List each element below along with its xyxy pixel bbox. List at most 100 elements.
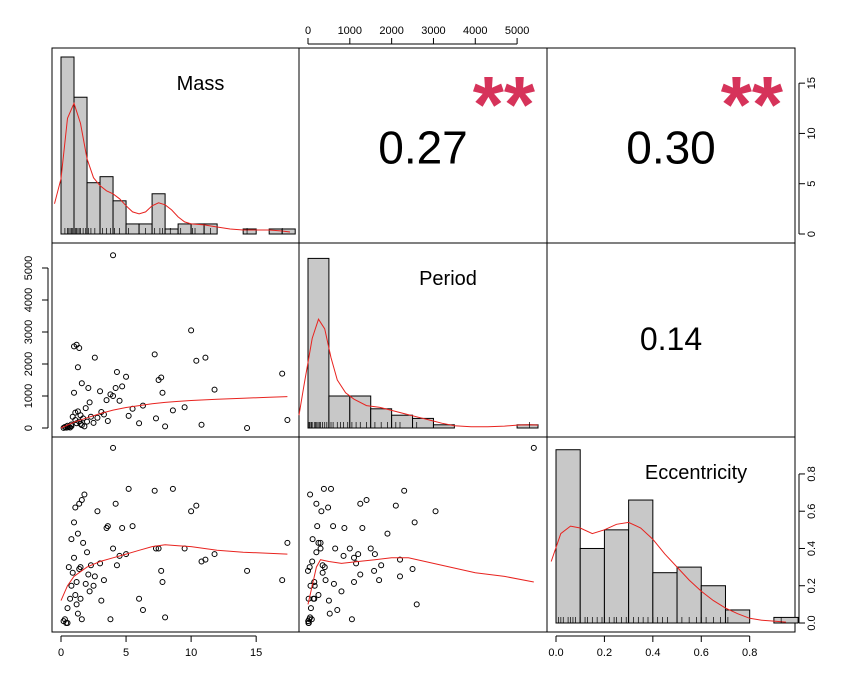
- y-tick-label: 0: [806, 231, 818, 237]
- x-tick-label: 4000: [463, 25, 487, 37]
- scatter-point: [78, 616, 85, 623]
- hist-bar-mass: [60, 56, 75, 235]
- scatter-point: [97, 388, 104, 395]
- x-tick-label: 0.0: [548, 647, 563, 659]
- significance-stars: **: [721, 60, 784, 149]
- scatter-point: [332, 545, 339, 552]
- y-tick-label: 0: [23, 425, 35, 431]
- scatter-point: [94, 414, 101, 421]
- scatter-point: [119, 383, 126, 390]
- scatter-point: [103, 397, 110, 404]
- scatter-point: [392, 502, 399, 509]
- scatter-point: [112, 385, 119, 391]
- variable-label-eccentricity: Eccentricity: [645, 462, 747, 484]
- scatter-point: [306, 564, 313, 571]
- scatter-point: [112, 500, 119, 507]
- scatter-point: [87, 562, 94, 569]
- scatter-point: [307, 582, 314, 589]
- x-tick-label: 0: [305, 25, 311, 37]
- scatter-point: [116, 397, 123, 404]
- scatter-point: [151, 351, 158, 358]
- x-tick-label: 0: [58, 647, 64, 659]
- scatter-point: [113, 562, 120, 569]
- scatter-point: [351, 554, 357, 561]
- scatter-point: [139, 606, 146, 613]
- scatter-point: [87, 413, 94, 420]
- scatter-point: [432, 508, 439, 515]
- scatter-point: [384, 530, 391, 537]
- scatter-point: [85, 571, 92, 578]
- scatter-point: [363, 497, 370, 504]
- scatter-point: [307, 605, 314, 612]
- scatter-point: [314, 523, 321, 530]
- hist-bar-eccentricity: [700, 585, 726, 624]
- scatter-point: [129, 523, 136, 530]
- scatter-point: [309, 558, 316, 565]
- scatter-point: [74, 610, 81, 617]
- correlation-value: 0.27: [378, 122, 468, 174]
- scatter-point: [188, 327, 195, 334]
- scatter-point: [77, 564, 84, 571]
- scatter-point: [202, 354, 209, 361]
- scatter-point: [73, 601, 80, 608]
- density-curve-period: [298, 318, 539, 428]
- scatter-point: [413, 601, 420, 608]
- hist-bar-period: [307, 257, 330, 429]
- scatter-point: [110, 545, 117, 552]
- y-tick-label: 0.6: [806, 504, 818, 519]
- scatter-point: [72, 592, 79, 599]
- x-tick-label: 1000: [338, 25, 362, 37]
- scatter-point: [98, 597, 105, 604]
- scatter-point: [313, 549, 320, 556]
- scatter-point: [244, 567, 251, 574]
- panel-frame-1-0: [51, 242, 300, 438]
- scatter-point: [305, 567, 311, 574]
- density-curve-eccentricity: [550, 521, 787, 623]
- scatter-point: [78, 497, 85, 504]
- scatter-point: [169, 407, 176, 414]
- scatter-point: [84, 418, 91, 425]
- scatter-point: [104, 523, 111, 530]
- x-tick-label: 5: [123, 647, 129, 659]
- scatter-point: [313, 500, 320, 507]
- scatter-point: [376, 577, 383, 584]
- scatter-point: [198, 421, 205, 428]
- scatter-point: [84, 549, 91, 556]
- x-tick-label: 5000: [505, 25, 529, 37]
- scatter-point: [80, 539, 87, 546]
- hist-bar-eccentricity: [724, 609, 751, 624]
- scatter-point: [322, 577, 329, 584]
- scatter-point: [317, 545, 324, 552]
- scatter-point: [311, 579, 318, 586]
- scatter-point: [308, 616, 315, 623]
- scatter-point: [71, 554, 78, 561]
- scatter-point: [325, 504, 332, 511]
- scatter-point: [162, 423, 169, 430]
- scatter-point: [353, 560, 360, 567]
- scatter-point: [309, 536, 316, 543]
- y-tick-label: 3000: [23, 320, 35, 344]
- x-tick-label: 3000: [421, 25, 445, 37]
- scatter-point: [73, 579, 80, 586]
- scatter-point: [125, 485, 132, 492]
- scatter-point: [91, 573, 98, 580]
- scatter-point: [359, 524, 366, 531]
- scatter-point: [284, 539, 291, 546]
- scatter-point: [371, 567, 378, 574]
- scatter-point: [85, 385, 92, 391]
- scatter-point: [211, 386, 218, 393]
- scatter-point: [136, 420, 143, 427]
- scatter-point: [64, 620, 71, 626]
- scatter-point: [110, 252, 117, 259]
- hist-bar-mass: [190, 223, 205, 235]
- variable-label-period: Period: [419, 268, 477, 290]
- scatter-point: [378, 562, 385, 569]
- scatter-point: [340, 552, 347, 559]
- hist-bar-eccentricity: [652, 572, 678, 624]
- hist-bar-mass: [151, 193, 166, 235]
- scatter-point: [81, 423, 88, 430]
- scatter-point: [346, 545, 353, 552]
- x-tick-label: 2000: [379, 25, 403, 37]
- scatter-point: [355, 551, 362, 558]
